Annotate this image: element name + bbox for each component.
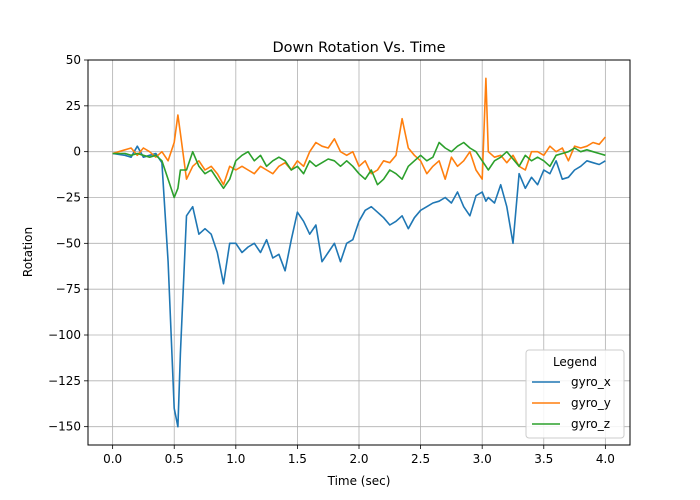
y-tick-label: −125 xyxy=(48,374,81,388)
x-tick-label: 3.0 xyxy=(473,452,492,466)
legend: Legend gyro_x gyro_y gyro_z xyxy=(525,349,625,439)
series-line-gyro-y xyxy=(112,77,607,186)
x-tick-label: 1.0 xyxy=(226,452,245,466)
x-axis-label: Time (sec) xyxy=(327,474,391,488)
x-tick-label: 2.0 xyxy=(349,452,368,466)
legend-label-gyro-y: gyro_y xyxy=(571,396,611,410)
series-line-gyro-z xyxy=(112,141,606,199)
legend-label-gyro-x: gyro_x xyxy=(571,375,611,389)
y-tick-label: −50 xyxy=(56,236,81,250)
y-tick-label: 50 xyxy=(66,53,81,67)
y-tick-label: 0 xyxy=(73,145,81,159)
x-tick-label: 4.0 xyxy=(596,452,615,466)
y-tick-label: −75 xyxy=(56,282,81,296)
legend-items: gyro_x gyro_y gyro_z xyxy=(532,375,611,431)
x-tick-label: 1.5 xyxy=(288,452,307,466)
y-axis-label: Rotation xyxy=(21,227,35,277)
legend-title: Legend xyxy=(553,355,597,369)
x-tick-label: 3.5 xyxy=(534,452,553,466)
x-tick-label: 2.5 xyxy=(411,452,430,466)
x-tick-label: 0.0 xyxy=(103,452,122,466)
x-tick-label: 0.5 xyxy=(165,452,184,466)
legend-label-gyro-z: gyro_z xyxy=(571,417,610,431)
axis-ticks: 0.0 0.5 1.0 1.5 2.0 2.5 3.0 3.5 4.0 50 25 0 −25 −50 −7… xyxy=(48,53,615,466)
y-tick-label: −100 xyxy=(48,328,81,342)
series-line-gyro-x xyxy=(112,145,606,428)
series-lines xyxy=(112,77,607,428)
legend-box xyxy=(525,349,625,439)
y-tick-label: −25 xyxy=(56,191,81,205)
y-tick-label: −150 xyxy=(48,420,81,434)
chart-title: Down Rotation Vs. Time xyxy=(272,40,445,56)
y-tick-label: 25 xyxy=(66,99,81,113)
